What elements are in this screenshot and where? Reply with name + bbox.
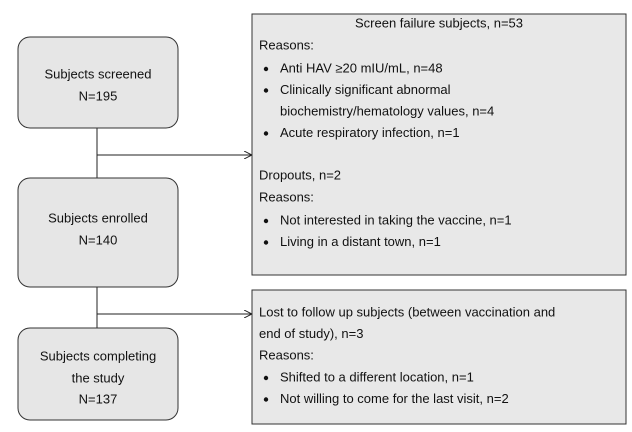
- reason-text: Clinically significant abnormal: [280, 82, 451, 97]
- node-label: N=140: [79, 232, 118, 247]
- bullet: [263, 218, 269, 224]
- node-label: Subjects screened: [45, 66, 152, 81]
- section-title: Dropouts, n=2: [259, 167, 341, 182]
- node-label: Subjects enrolled: [48, 210, 148, 225]
- bullet: [263, 397, 269, 402]
- bullet: [263, 240, 269, 245]
- reason-text: Acute respiratory infection, n=1: [280, 125, 460, 140]
- reason-text: Anti HAV ≥20 mIU/mL, n=48: [280, 60, 443, 75]
- bullet: [263, 66, 269, 72]
- node-box: [17, 36, 179, 129]
- node-label: N=195: [79, 88, 118, 103]
- bullet: [263, 375, 269, 381]
- node-box: [17, 327, 179, 421]
- node-box: [17, 177, 179, 288]
- reason-text: biochemistry/hematology values, n=4: [280, 103, 494, 118]
- node-label: Subjects completing: [40, 348, 156, 363]
- reason-text: Living in a distant town, n=1: [280, 234, 441, 249]
- section-title: Lost to follow up subjects (between vacc…: [259, 304, 555, 319]
- node-label: the study: [72, 370, 125, 385]
- exclusion-box: [251, 13, 627, 276]
- reason-text: Shifted to a different location, n=1: [280, 369, 474, 384]
- box-title: Screen failure subjects, n=53: [355, 15, 523, 30]
- section-title: end of study), n=3: [259, 326, 363, 341]
- reason-text: Not interested in taking the vaccine, n=…: [280, 212, 512, 227]
- node-label: N=137: [79, 391, 118, 406]
- reasons-label: Reasons:: [259, 37, 314, 52]
- reasons-label: Reasons:: [259, 189, 314, 204]
- reason-text: Not willing to come for the last visit, …: [280, 391, 509, 406]
- exclusion-box: [251, 289, 627, 425]
- reasons-label: Reasons:: [259, 347, 314, 362]
- bullet: [263, 88, 269, 93]
- bullet: [263, 131, 269, 136]
